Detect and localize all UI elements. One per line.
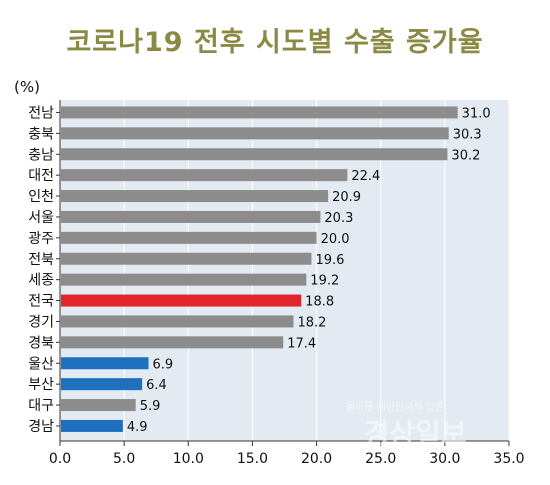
x-tick-label: 0.0 (49, 451, 71, 467)
category-label: 충남 (28, 147, 54, 163)
bar (61, 357, 149, 370)
value-label: 17.4 (287, 336, 316, 351)
value-label: 20.9 (332, 190, 361, 205)
x-tick-label: 35.0 (493, 451, 524, 467)
category-label: 전남 (28, 105, 54, 121)
value-label: 20.3 (324, 211, 353, 226)
value-label: 4.9 (127, 420, 148, 435)
value-label: 30.3 (453, 127, 482, 142)
category-label: 인천 (28, 189, 54, 205)
bar (61, 315, 294, 328)
category-label: 부산 (28, 377, 54, 393)
bar (61, 106, 458, 119)
x-tick-label: 5.0 (113, 451, 135, 467)
category-label: 전국 (28, 294, 54, 310)
chart-title: 코로나19 전후 시도별 수출 증가율 (66, 27, 484, 58)
bar (61, 252, 312, 265)
category-label: 대구 (28, 398, 54, 414)
bar (61, 399, 136, 412)
bar (61, 210, 321, 223)
x-tick-label: 25.0 (365, 451, 396, 467)
bar (61, 148, 448, 161)
x-tick-label: 15.0 (237, 451, 268, 467)
bar (61, 336, 284, 349)
bar (61, 294, 302, 307)
bar (61, 190, 329, 203)
watermark-brand: 경상일보 (363, 417, 466, 450)
category-label: 경기 (28, 314, 54, 330)
value-label: 22.4 (351, 169, 380, 184)
category-label: 경남 (28, 419, 54, 435)
category-label: 전북 (28, 252, 54, 268)
value-label: 18.8 (305, 295, 334, 310)
value-label: 31.0 (462, 106, 491, 121)
bar (61, 169, 348, 182)
category-label: 광주 (28, 231, 54, 247)
watermark-tagline: 올바른 대한민국의 언론 (346, 401, 444, 413)
value-label: 30.2 (451, 148, 480, 163)
value-label: 19.2 (310, 274, 339, 289)
bar (61, 273, 307, 286)
value-label: 5.9 (140, 399, 161, 414)
bar (61, 419, 123, 432)
category-label: 울산 (28, 356, 54, 372)
x-tick-label: 20.0 (301, 451, 332, 467)
bar (61, 127, 449, 140)
category-label: 경북 (28, 335, 54, 351)
x-tick-label: 30.0 (429, 451, 460, 467)
value-label: 19.6 (315, 253, 344, 268)
bar (61, 378, 143, 391)
value-label: 20.0 (321, 232, 350, 247)
category-label: 세종 (28, 273, 54, 289)
category-label: 대전 (28, 168, 54, 184)
category-label: 서울 (28, 210, 54, 226)
x-tick-label: 10.0 (173, 451, 204, 467)
category-label: 충북 (28, 126, 54, 142)
value-label: 18.2 (297, 315, 326, 330)
unit-label: (%) (14, 78, 40, 96)
bar (61, 231, 317, 244)
value-label: 6.4 (146, 378, 167, 393)
value-label: 6.9 (153, 357, 174, 372)
